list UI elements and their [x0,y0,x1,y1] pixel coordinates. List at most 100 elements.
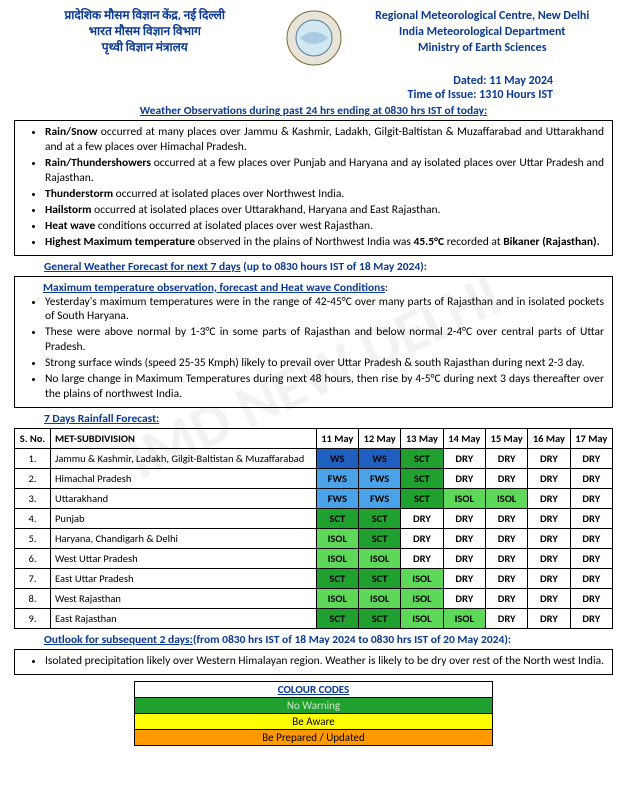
row-number: 8. [15,589,51,609]
hindi-line-3: पृथ्वी विज्ञान मंत्रालय [14,40,276,56]
subdivision-cell: West Uttar Pradesh [51,549,317,569]
table-header-date: 16 May [528,429,570,449]
table-header-date: 14 May [443,429,485,449]
eng-line-3: Ministry of Earth Sciences [352,40,614,56]
forecast-cell: DRY [485,509,527,529]
hindi-line-2: भारत मौसम विज्ञान विभाग [14,24,276,40]
forecast-cell: DRY [528,589,570,609]
forecast-cell: DRY [485,529,527,549]
row-number: 6. [15,549,51,569]
table-header-date: 13 May [401,429,443,449]
forecast-cell: DRY [570,589,612,609]
subdivision-cell: Jammu & Kashmir, Ladakh, Gilgit-Baltista… [51,449,317,469]
table-header-date: 12 May [358,429,400,449]
time-line: Time of Issue: 1310 Hours IST [14,88,553,102]
forecast-cell: SCT [316,509,358,529]
row-number: 1. [15,449,51,469]
table-row: 5.Haryana, Chandigarh & DelhiISOLSCTDRYD… [15,529,613,549]
table-header-date: 15 May [485,429,527,449]
forecast-cell: DRY [528,469,570,489]
rainfall-table: S. No.MET-SUBDIVISION11 May12 May13 May1… [14,428,613,629]
forecast-cell: SCT [316,569,358,589]
forecast-cell: DRY [570,609,612,629]
forecast-cell: DRY [570,449,612,469]
obs-box: Rain/Snow occurred at many places over J… [14,120,613,256]
list-item: Highest Maximum temperature observed in … [45,235,604,250]
forecast-cell: DRY [443,469,485,489]
subdivision-cell: East Rajasthan [51,609,317,629]
forecast-cell: DRY [401,529,443,549]
subdivision-cell: West Rajasthan [51,589,317,609]
forecast-cell: ISOL [443,609,485,629]
forecast-cell: SCT [316,609,358,629]
table-row: 2.Himachal PradeshFWSFWSSCTDRYDRYDRYDRY [15,469,613,489]
forecast-cell: DRY [528,549,570,569]
table-row: 1.Jammu & Kashmir, Ladakh, Gilgit-Baltis… [15,449,613,469]
forecast-cell: FWS [358,469,400,489]
forecast-cell: WS [316,449,358,469]
forecast-cell: DRY [570,569,612,589]
list-item: Yesterday's maximum temperatures were in… [45,295,604,325]
forecast-cell: FWS [316,489,358,509]
forecast-cell: DRY [570,509,612,529]
outlook-box: Isolated precipitation likely over Weste… [14,649,613,675]
obs-title: Weather Observations during past 24 hrs … [140,104,488,118]
list-item: Isolated precipitation likely over Weste… [45,654,604,669]
temp-title: Maximum temperature observation, forecas… [43,281,385,295]
forecast-cell: DRY [485,569,527,589]
forecast-cell: SCT [358,529,400,549]
forecast-cell: DRY [570,529,612,549]
forecast-cell: DRY [485,609,527,629]
date-block: Dated: 11 May 2024 Time of Issue: 1310 H… [14,74,613,102]
hindi-line-1: प्रादेशिक मौसम विज्ञान केंद्र, नई दिल्ली [14,8,276,24]
forecast-cell: DRY [528,609,570,629]
table-header: MET-SUBDIVISION [51,429,317,449]
list-item: These were above normal by 1-3°C in some… [45,325,604,355]
table-header: S. No. [15,429,51,449]
forecast-cell: ISOL [485,489,527,509]
forecast-cell: DRY [570,549,612,569]
legend-row: No Warning [134,698,492,714]
forecast-cell: DRY [485,549,527,569]
forecast-cell: SCT [401,449,443,469]
list-item: Strong surface winds (speed 25-35 Kmph) … [45,356,604,371]
list-item: Heat wave conditions occurred at isolate… [45,219,604,234]
forecast-cell: DRY [485,469,527,489]
row-number: 7. [15,569,51,589]
row-number: 5. [15,529,51,549]
table-row: 4.PunjabSCTSCTDRYDRYDRYDRYDRY [15,509,613,529]
forecast-cell: DRY [443,509,485,529]
rainfall-title: 7 Days Rainfall Forecast: [44,412,159,426]
outlook-paren: (from 0830 hrs IST of 18 May 2024 to 083… [193,633,511,647]
forecast-cell: DRY [528,489,570,509]
forecast-cell: DRY [443,569,485,589]
forecast-cell: ISOL [316,589,358,609]
dated-line: Dated: 11 May 2024 [14,74,553,88]
forecast-cell: DRY [443,589,485,609]
forecast-cell: DRY [528,569,570,589]
forecast-cell: DRY [485,589,527,609]
row-number: 2. [15,469,51,489]
outlook-title: Outlook for subsequent 2 days: [44,633,193,647]
forecast-cell: DRY [443,529,485,549]
forecast-cell: DRY [528,449,570,469]
legend-table: COLOUR CODES No WarningBe AwareBe Prepar… [134,681,493,746]
subdivision-cell: Uttarakhand [51,489,317,509]
legend-row: Be Aware [134,714,492,730]
forecast-cell: DRY [570,469,612,489]
subdivision-cell: Punjab [51,509,317,529]
forecast-cell: SCT [401,489,443,509]
forecast-cell: DRY [528,509,570,529]
forecast-cell: ISOL [358,589,400,609]
forecast-cell: ISOL [401,609,443,629]
list-item: Rain/Snow occurred at many places over J… [45,125,604,155]
obs-list: Rain/Snow occurred at many places over J… [19,125,604,250]
gwf-list: Yesterday's maximum temperatures were in… [19,295,604,403]
forecast-cell: ISOL [358,549,400,569]
outlook-list: Isolated precipitation likely over Weste… [19,654,604,669]
list-item: Rain/Thundershowers occurred at a few pl… [45,156,604,186]
header-right: Regional Meteorological Centre, New Delh… [352,8,614,57]
forecast-cell: DRY [528,529,570,549]
eng-line-1: Regional Meteorological Centre, New Delh… [352,8,614,24]
forecast-cell: ISOL [316,549,358,569]
